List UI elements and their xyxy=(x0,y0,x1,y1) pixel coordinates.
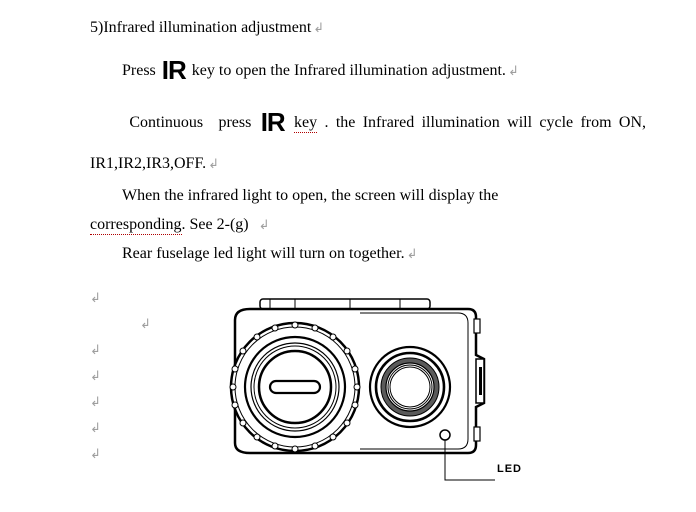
paragraph-marks-column: ↲ ↲ ↲ ↲ ↲ ↲ ↲ xyxy=(90,285,151,467)
para-rear-led: Rear fuselage led light will turn on tog… xyxy=(90,238,646,270)
section-heading: 5)Infrared illumination adjustment↲ xyxy=(90,12,646,44)
ir-key-label: IR xyxy=(160,55,188,85)
led-label: LED xyxy=(497,463,522,475)
return-mark: ↲ xyxy=(90,311,151,337)
p1a: Press xyxy=(122,62,156,79)
p5: Rear fuselage led light will turn on tog… xyxy=(122,245,405,262)
heading-text: 5)Infrared illumination adjustment xyxy=(90,19,311,36)
return-mark: ↲ xyxy=(90,363,151,389)
p3: When the infrared light to open, the scr… xyxy=(122,187,498,204)
return-mark: ↲ xyxy=(90,415,151,441)
p2b-key: key xyxy=(294,114,317,133)
para-screen-display: When the infrared light to open, the scr… xyxy=(90,180,646,212)
p4b: . See 2-(g) xyxy=(182,216,249,233)
return-mark: ↲ xyxy=(311,20,324,35)
para-press-ir: Press IR key to open the Infrared illumi… xyxy=(90,44,646,96)
para-continuous-press: Continuous press IR key . the Infrared i… xyxy=(90,96,646,180)
p2a: Continuous press xyxy=(129,114,251,131)
return-mark: ↲ xyxy=(90,337,151,363)
return-mark: ↲ xyxy=(90,389,151,415)
return-mark: ↲ xyxy=(90,441,151,467)
para-corresponding: corresponding. See 2-(g) ↲ xyxy=(90,212,646,238)
return-mark: ↲ xyxy=(506,63,519,78)
return-mark: ↲ xyxy=(257,217,270,232)
p4a: corresponding xyxy=(90,216,182,235)
p1b: key to open the xyxy=(192,62,294,79)
led-indicator xyxy=(440,430,450,440)
p1c: Infrared illumination adjustment. xyxy=(294,62,506,79)
figure-region: ↲ ↲ ↲ ↲ ↲ ↲ ↲ xyxy=(0,285,696,495)
ir-key-label-2: IR xyxy=(259,107,287,137)
return-mark: ↲ xyxy=(206,156,219,171)
return-mark: ↲ xyxy=(90,285,151,311)
device-diagram xyxy=(200,295,520,495)
return-mark: ↲ xyxy=(405,246,418,261)
